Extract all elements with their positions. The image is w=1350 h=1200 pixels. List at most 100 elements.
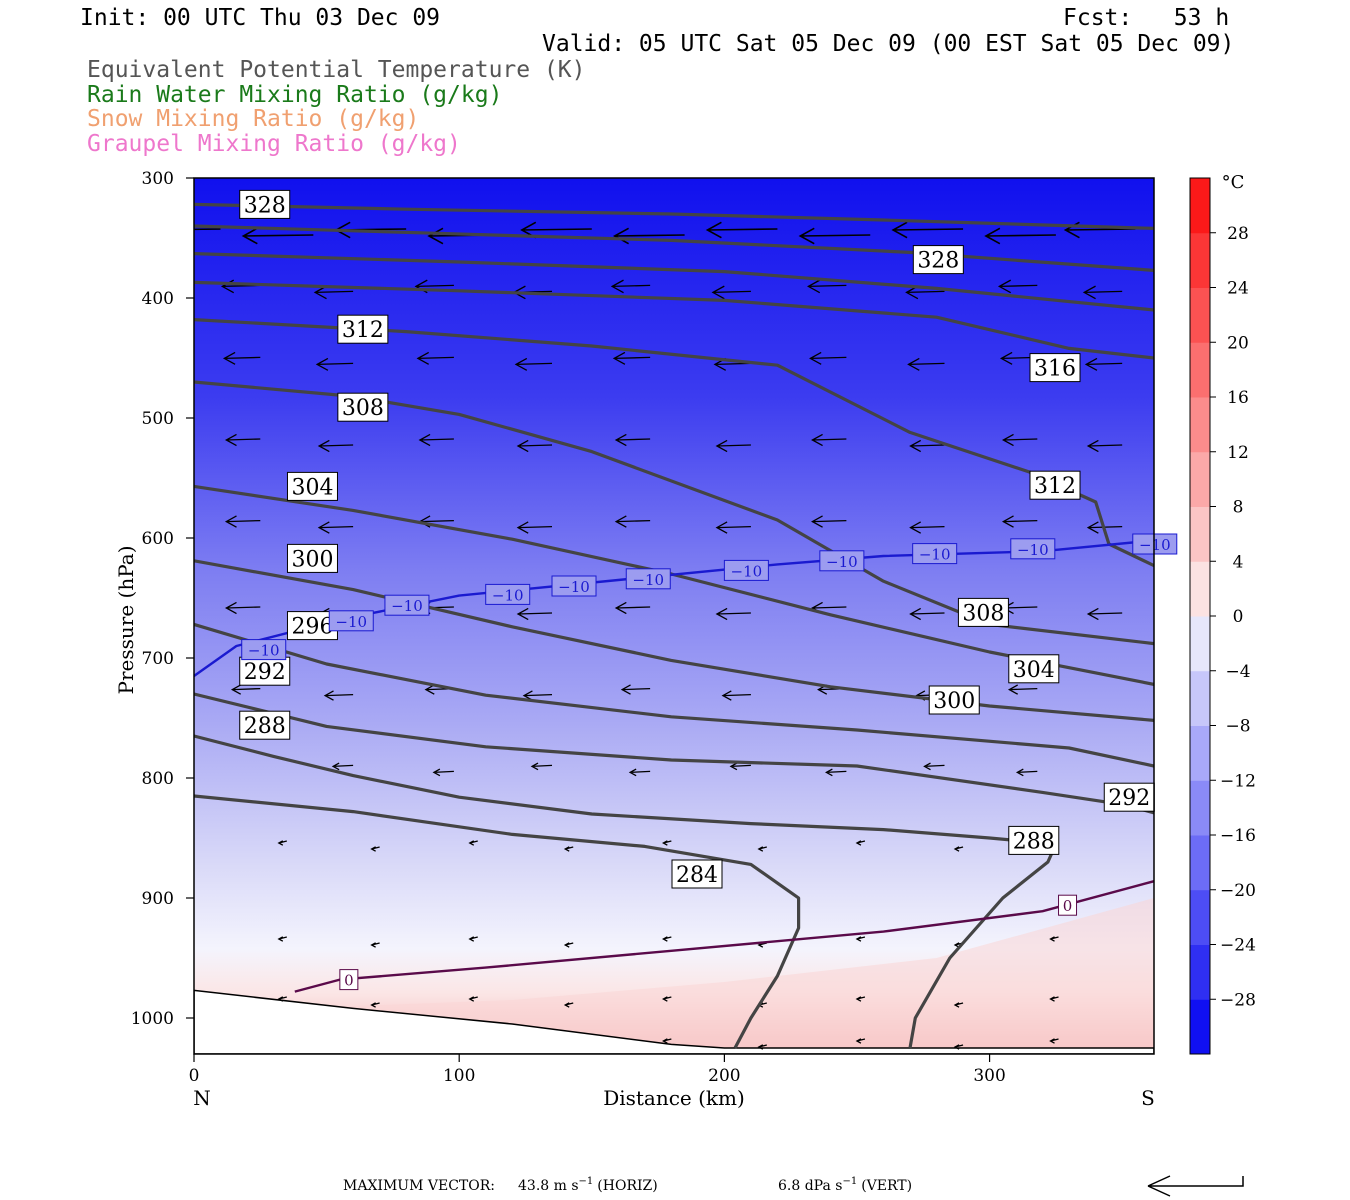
temperature-label: −10 — [558, 578, 590, 596]
wind-vector — [277, 840, 287, 846]
wind-vector — [757, 846, 767, 852]
theta-e-label-box — [671, 859, 723, 889]
theta-e-label: 292 — [1108, 786, 1150, 811]
colorbar-label: 28 — [1227, 224, 1249, 244]
wind-vector — [277, 936, 287, 942]
theta-e-contour-324 — [194, 224, 1154, 272]
theta-e-label-box — [912, 245, 964, 275]
wind-vector — [721, 690, 751, 701]
wind-vector — [468, 996, 478, 1002]
wind-vector — [811, 433, 847, 447]
max-vector-vert: 6.8 dPa s−1 (VERT) — [778, 1176, 912, 1194]
y-tick-label: 300 — [142, 169, 174, 189]
horiz-unit: (HORIZ) — [597, 1178, 657, 1194]
temperature-label: −10 — [731, 562, 763, 580]
x-tick-label: 100 — [443, 1066, 475, 1086]
wind-vector — [610, 279, 651, 294]
wind-vector — [705, 221, 778, 239]
horiz-exponent: −1 — [579, 1176, 594, 1187]
vert-value: 6.8 dPa s — [778, 1178, 842, 1194]
wind-vector — [313, 285, 354, 300]
colorbar-label: 4 — [1233, 552, 1244, 572]
colorbar-label: 0 — [1233, 607, 1244, 627]
south-label: S — [1141, 1086, 1155, 1110]
wind-vector — [563, 1002, 574, 1008]
wind-vector — [612, 351, 651, 365]
wind-vector — [468, 936, 478, 942]
temperature-label-box — [241, 639, 287, 661]
theta-e-label: 304 — [291, 475, 333, 500]
temperature-label: −10 — [248, 642, 280, 660]
temperature-contour — [194, 539, 1154, 677]
wind-vector — [317, 521, 354, 534]
wind-vector — [614, 601, 651, 615]
theta-e-contour-316 — [194, 280, 1154, 360]
theta-e-label-box — [1008, 825, 1060, 855]
temperature-label: −10 — [1017, 541, 1049, 559]
temperature-label-box — [328, 610, 374, 632]
wind-vector — [855, 1038, 866, 1044]
wind-vector — [825, 768, 847, 777]
theta-e-label: 304 — [1013, 658, 1055, 683]
colorbar-label: −12 — [1220, 771, 1256, 791]
wind-vector — [317, 439, 354, 453]
temperature-label: −10 — [1139, 536, 1171, 554]
y-tick-label: 700 — [142, 649, 174, 669]
y-tick-label: 600 — [142, 529, 174, 549]
y-axis-title: Pressure (hPa) — [114, 546, 138, 695]
max-vector-label: MAXIMUM VECTOR: — [343, 1178, 495, 1194]
wind-vector — [563, 846, 574, 852]
wind-vector — [909, 607, 945, 621]
wind-vector — [1049, 996, 1059, 1002]
wind-vector — [563, 942, 574, 948]
wind-vector — [530, 762, 553, 771]
temperature-label: 0 — [344, 972, 354, 990]
theta-e-label: 312 — [342, 318, 384, 343]
y-tick-label: 1000 — [131, 1009, 174, 1029]
wind-vector — [432, 768, 454, 777]
colorbar-bin — [1190, 342, 1210, 398]
colorbar-label: 20 — [1227, 333, 1249, 353]
wind-vector — [331, 762, 354, 771]
forecast-hour: Fcst: 53 h — [1063, 5, 1230, 31]
wind-vector — [729, 762, 751, 771]
wind-vector — [614, 433, 651, 447]
wind-vector — [418, 433, 454, 447]
wind-vector — [1001, 433, 1038, 447]
wind-vector — [370, 942, 380, 948]
y-tick-label: 900 — [142, 889, 174, 909]
wind-vector — [516, 439, 553, 453]
temperature-label: −10 — [492, 586, 524, 604]
colorbar-label: −20 — [1220, 881, 1256, 901]
wind-vector — [277, 996, 287, 1002]
theta-e-label: 300 — [291, 547, 333, 572]
temperature-label-box — [819, 550, 865, 572]
legend-graupel: Graupel Mixing Ratio (g/kg) — [87, 131, 461, 157]
wind-vector — [807, 279, 847, 294]
theta-e-label-box — [1029, 470, 1081, 500]
north-label: N — [193, 1086, 211, 1110]
legend-snow: Snow Mixing Ratio (g/kg) — [87, 106, 420, 132]
wind-vector — [1049, 1038, 1059, 1044]
temperature-label-box — [551, 575, 597, 597]
theta-e-label: 292 — [244, 660, 286, 685]
wind-vector — [194, 228, 221, 231]
colorbar-bin — [1190, 397, 1210, 453]
wind-vector — [628, 768, 651, 777]
temperature-label: 0 — [1063, 897, 1073, 915]
colorbar-bin — [1190, 944, 1210, 1000]
temperature-label-box — [1058, 894, 1078, 916]
wind-vector — [811, 515, 847, 528]
theta-e-contour-320 — [194, 252, 1154, 312]
wind-vector — [1007, 684, 1038, 695]
theta-e-contour-288 — [194, 734, 1058, 1049]
temperature-label: −10 — [632, 571, 664, 589]
colorbar-label: 24 — [1227, 279, 1249, 299]
temperature-label-box — [912, 543, 958, 565]
vert-exponent: −1 — [842, 1176, 857, 1187]
wind-vector — [661, 1038, 672, 1044]
colorbar-bin — [1190, 670, 1210, 726]
theta-e-contour-328 — [194, 202, 1154, 230]
colorbar-unit: °C — [1222, 172, 1245, 193]
legend-theta-e: Equivalent Potential Temperature (K) — [87, 57, 586, 83]
